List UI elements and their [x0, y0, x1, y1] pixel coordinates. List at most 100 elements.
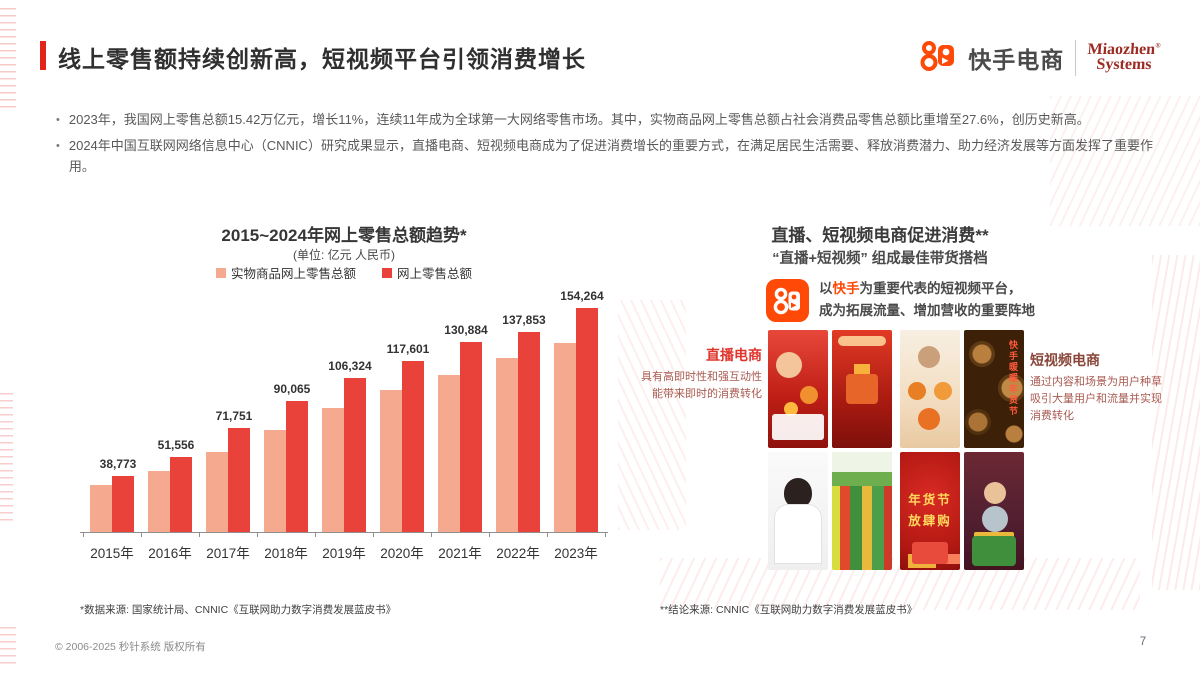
short-video-line: 吸引大量用户和流量并实现 [1030, 393, 1162, 406]
x-axis-label: 2023年 [554, 546, 598, 561]
x-axis-label: 2019年 [322, 546, 366, 561]
thumbnail-caption: 放肆购 [908, 514, 952, 528]
bar-physical-2022年 [496, 358, 518, 532]
bar-value-label: 106,324 [328, 359, 372, 373]
legend-swatch-physical [215, 267, 226, 278]
kuaishou-logo-text: 快手电商 [968, 46, 1065, 73]
bullet-text: 2023年，我国网上零售总额15.42万亿元，增长11%，连续11年成为全球第一… [68, 112, 1090, 127]
axis-tick [141, 533, 142, 537]
bar-value-label: 137,853 [502, 313, 546, 327]
footnote-conclusion-source: **结论来源: CNNIC《互联网助力数字消费发展蓝皮书》 [660, 604, 918, 616]
bar-value-label: 38,773 [99, 457, 137, 471]
bar-value-label: 51,556 [157, 438, 195, 452]
chart-plot: 38,773 2015年 51,556 2016年 71,751 2017年 90,065 2… [80, 289, 610, 561]
bar-total-2022年 [518, 332, 540, 532]
page-number: 7 [1139, 636, 1147, 648]
bar-total-2020年 [402, 361, 424, 532]
bar-physical-2019年 [322, 408, 344, 532]
bar-value-label: 71,751 [215, 409, 253, 423]
bar-total-2019年 [344, 378, 366, 532]
video-thumbnail-pastries[interactable]: 快手暖暖年货节 [964, 330, 1024, 448]
bar-physical-2015年 [90, 485, 112, 532]
decor-stripes [0, 8, 16, 108]
bar-total-2021年 [460, 342, 482, 532]
bullet-text: 2024年中国互联网网络信息中心（CNNIC）研究成果显示，直播电商、短视频电商… [68, 137, 1153, 174]
live-commerce-heading: 直播电商 [706, 347, 762, 363]
bar-value-label: 130,884 [444, 323, 488, 337]
video-thumbnail-newyear-promo[interactable] [832, 330, 892, 448]
miaozhen-line2: Systems [1096, 56, 1153, 74]
kuaishou-logo-icon [919, 36, 957, 79]
x-axis-label: 2020年 [380, 546, 424, 561]
bullet-item: • 2024年中国互联网网络信息中心（CNNIC）研究成果显示，直播电商、短视频… [56, 136, 1168, 178]
right-panel-subtitle: “直播+短视频” 组成最佳带货搭档 [772, 251, 988, 267]
video-thumbnail-host-portrait[interactable] [768, 452, 828, 570]
bar-physical-2020年 [380, 390, 402, 532]
axis-tick [489, 533, 490, 537]
right-panel-title: 直播、短视频电商促进消费** [771, 226, 989, 245]
title-accent-bar [40, 41, 46, 70]
legend-item-physical: 实物商品网上零售总额 [215, 263, 356, 282]
video-thumbnail-supermarket[interactable] [964, 452, 1024, 570]
x-axis-label: 2018年 [264, 546, 308, 561]
legend-item-total: 网上零售总额 [382, 263, 472, 282]
video-thumbnail-livestream-red[interactable] [768, 330, 828, 448]
live-commerce-label: 直播电商 具有高即时性和强互动性 能带来即时的消费转化 [636, 345, 762, 403]
video-thumbnail-beverage-grid[interactable] [832, 452, 892, 570]
axis-tick [605, 533, 606, 537]
miaozhen-logo: Miaozhen® Systems [1086, 41, 1161, 74]
thumbnail-caption: 年货节 [908, 493, 952, 508]
short-video-thumbnails: 快手暖暖年货节 年货节 放肆购 [900, 330, 1024, 570]
kuaishou-app-icon [766, 278, 809, 322]
decor-stripes [0, 393, 13, 525]
logo-row: 快手电商 Miaozhen® Systems [919, 36, 1161, 79]
chart-title: 2015~2024年网上零售总额趋势* [221, 226, 467, 245]
bullet-marker: • [56, 139, 60, 152]
bar-physical-2021年 [438, 375, 460, 532]
bar-physical-2017年 [206, 452, 228, 532]
short-video-heading: 短视频电商 [1030, 352, 1100, 368]
axis-tick [431, 533, 432, 537]
axis-tick [83, 533, 84, 537]
logo-divider [1075, 39, 1077, 76]
bar-total-2017年 [228, 428, 250, 532]
x-axis-label: 2021年 [438, 546, 482, 561]
thumbnail-caption: 快手暖暖年货节 [1008, 340, 1018, 417]
bar-physical-2016年 [148, 471, 170, 532]
decor-rays [618, 300, 686, 530]
live-commerce-thumbnails [768, 330, 892, 570]
legend-swatch-total [382, 267, 392, 278]
bar-total-2016年 [170, 457, 192, 532]
x-axis-label: 2016年 [148, 546, 192, 561]
kuaishou-highlight-text: 以快手为重要代表的短视频平台， 成为拓展流量、增加营收的重要阵地 [819, 281, 1035, 319]
video-thumbnail-gift-boxes[interactable] [900, 330, 960, 448]
kuaishou-highlight-row: 以快手为重要代表的短视频平台， 成为拓展流量、增加营收的重要阵地 [766, 278, 1035, 323]
bar-value-label: 90,065 [273, 382, 311, 396]
copyright: © 2006-2025 秒针系统 版权所有 [55, 641, 206, 653]
x-axis-label: 2017年 [206, 546, 250, 561]
bar-value-label: 117,601 [386, 342, 430, 356]
live-commerce-line: 具有高即时性和强互动性 [641, 371, 762, 383]
live-commerce-line: 能带来即时的消费转化 [652, 388, 762, 401]
video-thumbnail-collage: 快手暖暖年货节 年货节 放肆购 [768, 330, 1024, 570]
legend-label: 实物商品网上零售总额 [230, 267, 356, 281]
short-video-line: 通过内容和场景为用户种草 [1030, 376, 1162, 388]
axis-tick [315, 533, 316, 537]
legend-label: 网上零售总额 [397, 267, 473, 281]
kuaishou-highlight-word: 快手 [832, 281, 860, 296]
axis-tick [373, 533, 374, 537]
page-title: 线上零售额持续创新高，短视频平台引领消费增长 [58, 46, 586, 72]
x-axis-label: 2015年 [90, 546, 134, 561]
axis-tick [199, 533, 200, 537]
chart-unit-note: (单位: 亿元 人民币) [293, 248, 395, 262]
bar-total-2018年 [286, 401, 308, 532]
bullet-marker: • [56, 114, 60, 126]
x-axis-label: 2022年 [496, 546, 540, 561]
bullet-list: • 2023年，我国网上零售总额15.42万亿元，增长11%，连续11年成为全球… [56, 110, 1168, 182]
short-video-line: 消费转化 [1030, 410, 1074, 423]
short-video-label: 短视频电商 通过内容和场景为用户种草 吸引大量用户和流量并实现 消费转化 [1030, 350, 1172, 425]
axis-tick [257, 533, 258, 537]
bar-total-2015年 [112, 476, 134, 532]
decor-stripes [0, 627, 16, 669]
video-thumbnail-festival-sale[interactable]: 年货节 放肆购 [900, 452, 960, 570]
